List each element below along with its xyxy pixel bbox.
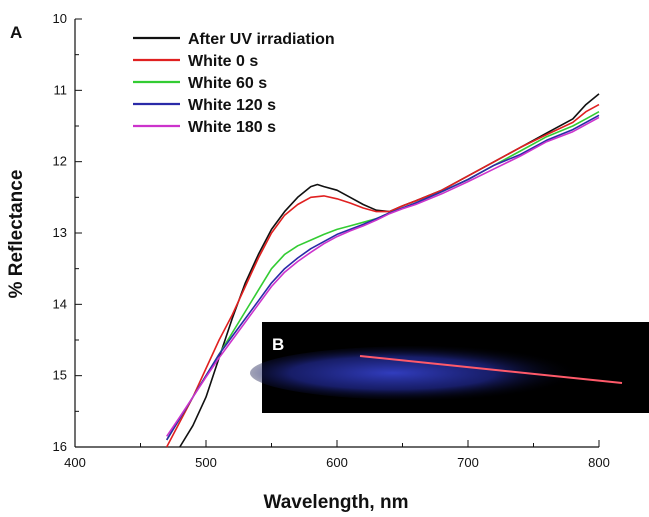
y-tick-label: 15 [53, 368, 67, 383]
legend-label-3: White 120 s [188, 97, 276, 114]
inset-photo: B [250, 322, 649, 413]
y-tick-label: 14 [53, 296, 67, 311]
series-line-1 [165, 103, 600, 448]
x-tick-label: 600 [326, 455, 348, 470]
legend: After UV irradiation White 0 s White 60 s W… [133, 31, 335, 136]
x-tick-label: 700 [457, 455, 479, 470]
series-line-3 [166, 114, 600, 441]
x-tick-label: 400 [64, 455, 86, 470]
series-line-4 [166, 116, 600, 437]
y-tick-label: 10 [53, 11, 67, 26]
x-tick-label: 500 [195, 455, 217, 470]
inset-measure-line [359, 355, 623, 384]
axes-group: 400 500 600 700 800 10 11 12 13 14 15 16 [53, 11, 610, 470]
y-tick-label: 11 [54, 82, 68, 97]
y-tick-label: 12 [53, 154, 67, 169]
x-axis-title: Wavelength, nm [264, 492, 409, 513]
x-tick-label: 800 [588, 455, 610, 470]
legend-label-0: After UV irradiation [188, 31, 335, 48]
panel-label-a: A [10, 23, 22, 42]
legend-label-2: White 60 s [188, 75, 267, 92]
series-group [165, 93, 600, 448]
y-tick-label: 16 [53, 439, 67, 454]
panel-label-b: B [272, 335, 284, 354]
inset-sample-glow [250, 346, 590, 400]
legend-label-1: White 0 s [188, 53, 258, 70]
y-axis-title: % Reflectance [6, 170, 27, 299]
y-tick-label: 13 [53, 225, 67, 240]
legend-label-4: White 180 s [188, 119, 276, 136]
series-line-2 [166, 110, 600, 441]
